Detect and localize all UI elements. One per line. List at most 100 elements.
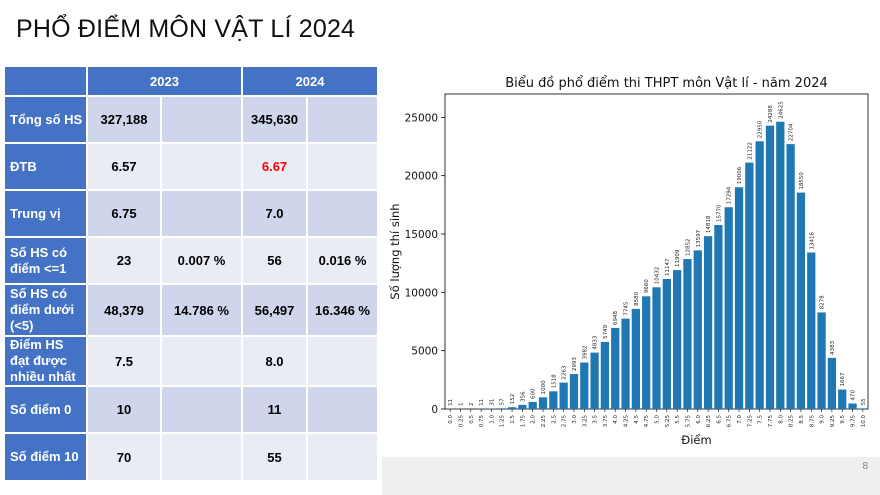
value-2023: 7.5 (86, 335, 162, 387)
percent-2024 (306, 385, 380, 434)
bar-value-label: 15770 (716, 204, 722, 222)
bar (497, 408, 506, 409)
x-tick-label: 4.5 (634, 415, 640, 424)
bar-value-label: 22950 (758, 120, 764, 138)
value-2023: 6.57 (86, 142, 162, 191)
y-tick-label: 10000 (405, 287, 438, 299)
bar (538, 397, 548, 409)
percent-2023 (159, 335, 244, 387)
chart-title: Biểu đồ phổ điểm thi THPT môn Vật lí - n… (505, 76, 828, 91)
x-tick-label: 5.25 (665, 415, 671, 428)
bar (776, 121, 785, 410)
percent-2023 (159, 95, 244, 144)
value-2024: 6.67 (241, 142, 309, 191)
percent-2024 (306, 95, 380, 144)
bar-value-label: 11 (448, 399, 454, 406)
x-tick-label: 0.25 (458, 415, 464, 428)
x-tick-label: 10.0 (861, 415, 867, 428)
percent-2024: 16.346 % (306, 283, 380, 337)
table-row-label: Điểm HS đạt được nhiều nhất (3, 335, 88, 387)
table-row-label: Số HS có điểm dưới (<5) (3, 283, 88, 337)
x-tick-label: 3.25 (582, 415, 588, 428)
table-row: Số HS có điểm dưới (<5) 48,379 14.786 % 56,… (3, 283, 380, 337)
bar (838, 389, 847, 409)
bar-value-label: 6948 (613, 310, 619, 324)
x-tick-label: 6.5 (716, 415, 722, 424)
percent-2023 (159, 432, 244, 482)
page-number: 8 (862, 461, 868, 472)
percent-2023 (159, 385, 244, 434)
bar-value-label: 12852 (685, 239, 691, 257)
table-header-2024: 2024 (241, 65, 380, 97)
bar-value-label: 13597 (696, 229, 702, 247)
bar (507, 407, 517, 409)
value-2023: 70 (86, 432, 162, 482)
bar-value-label: 1 (458, 402, 464, 406)
x-tick-label: 5.0 (655, 415, 661, 424)
bar-value-label: 13416 (809, 231, 815, 249)
bar (693, 250, 702, 409)
bar (703, 236, 713, 409)
percent-2024 (306, 432, 380, 482)
bar (528, 402, 537, 409)
x-tick-label: 9.0 (820, 415, 826, 424)
percent-2023: 0.007 % (159, 236, 244, 285)
table-row-label: Số điểm 0 (3, 385, 88, 434)
bar-value-label: 24625 (778, 101, 784, 119)
x-tick-label: 5.75 (685, 415, 691, 428)
bar (807, 252, 816, 409)
bar-value-label: 8580 (634, 291, 640, 305)
value-2023: 327,188 (86, 95, 162, 144)
bar (827, 357, 837, 409)
x-tick-label: 1.75 (520, 415, 526, 428)
x-tick-label: 8.75 (809, 415, 815, 428)
x-tick-label: 7.5 (758, 415, 764, 424)
percent-2023 (159, 142, 244, 191)
x-tick-label: 8.5 (799, 415, 805, 424)
bar-value-label: 17294 (727, 186, 733, 204)
bar (580, 362, 589, 409)
x-tick-label: 2.75 (562, 415, 568, 428)
bar-value-label: 21122 (747, 142, 753, 160)
bar-value-label: 22704 (789, 123, 795, 141)
x-tick-label: 0.5 (469, 415, 475, 424)
table-row: Số HS có điểm <=1 23 0.007 % 56 0.016 % (3, 236, 380, 285)
bar (817, 312, 826, 409)
bar-value-label: 10432 (655, 267, 661, 285)
y-tick-label: 15000 (405, 229, 438, 241)
bar-value-label: 4833 (593, 335, 599, 349)
y-tick-label: 25000 (405, 112, 438, 124)
x-tick-label: 0.0 (448, 415, 454, 424)
x-tick-label: 3.75 (603, 415, 609, 428)
y-tick-label: 0 (431, 404, 438, 416)
bar-value-label: 3982 (582, 346, 588, 360)
y-tick-label: 20000 (405, 171, 438, 183)
bar-value-label: 14818 (706, 215, 712, 233)
x-tick-label: 6.25 (706, 415, 712, 428)
table-row-label: ĐTB (3, 142, 88, 191)
bar (673, 270, 682, 409)
bar (600, 341, 610, 409)
bar (755, 141, 764, 409)
bar-value-label: 356 (520, 391, 526, 402)
bar (518, 404, 527, 409)
table-row: Điểm HS đạt được nhiều nhất 7.5 8.0 (3, 335, 380, 387)
value-2023: 6.75 (86, 189, 162, 238)
x-tick-label: 1.0 (489, 415, 495, 424)
x-tick-label: 4.75 (644, 415, 650, 428)
bar-value-label: 18550 (799, 172, 805, 190)
value-2024: 56 (241, 236, 309, 285)
value-2024: 55 (241, 432, 309, 482)
bar (569, 374, 579, 409)
bar-value-label: 8278 (820, 295, 826, 309)
x-tick-label: 5.5 (675, 415, 681, 424)
bar (683, 259, 692, 409)
bar (549, 391, 558, 409)
bar (642, 296, 651, 409)
table-row: Số điểm 10 70 55 (3, 432, 380, 482)
score-distribution-chart: Biểu đồ phổ điểm thi THPT môn Vật lí - n… (382, 66, 880, 458)
x-tick-label: 3.0 (572, 415, 578, 424)
bar-value-label: 55 (861, 398, 867, 405)
bar-value-label: 7745 (624, 301, 630, 315)
bar-value-label: 4383 (830, 340, 836, 354)
